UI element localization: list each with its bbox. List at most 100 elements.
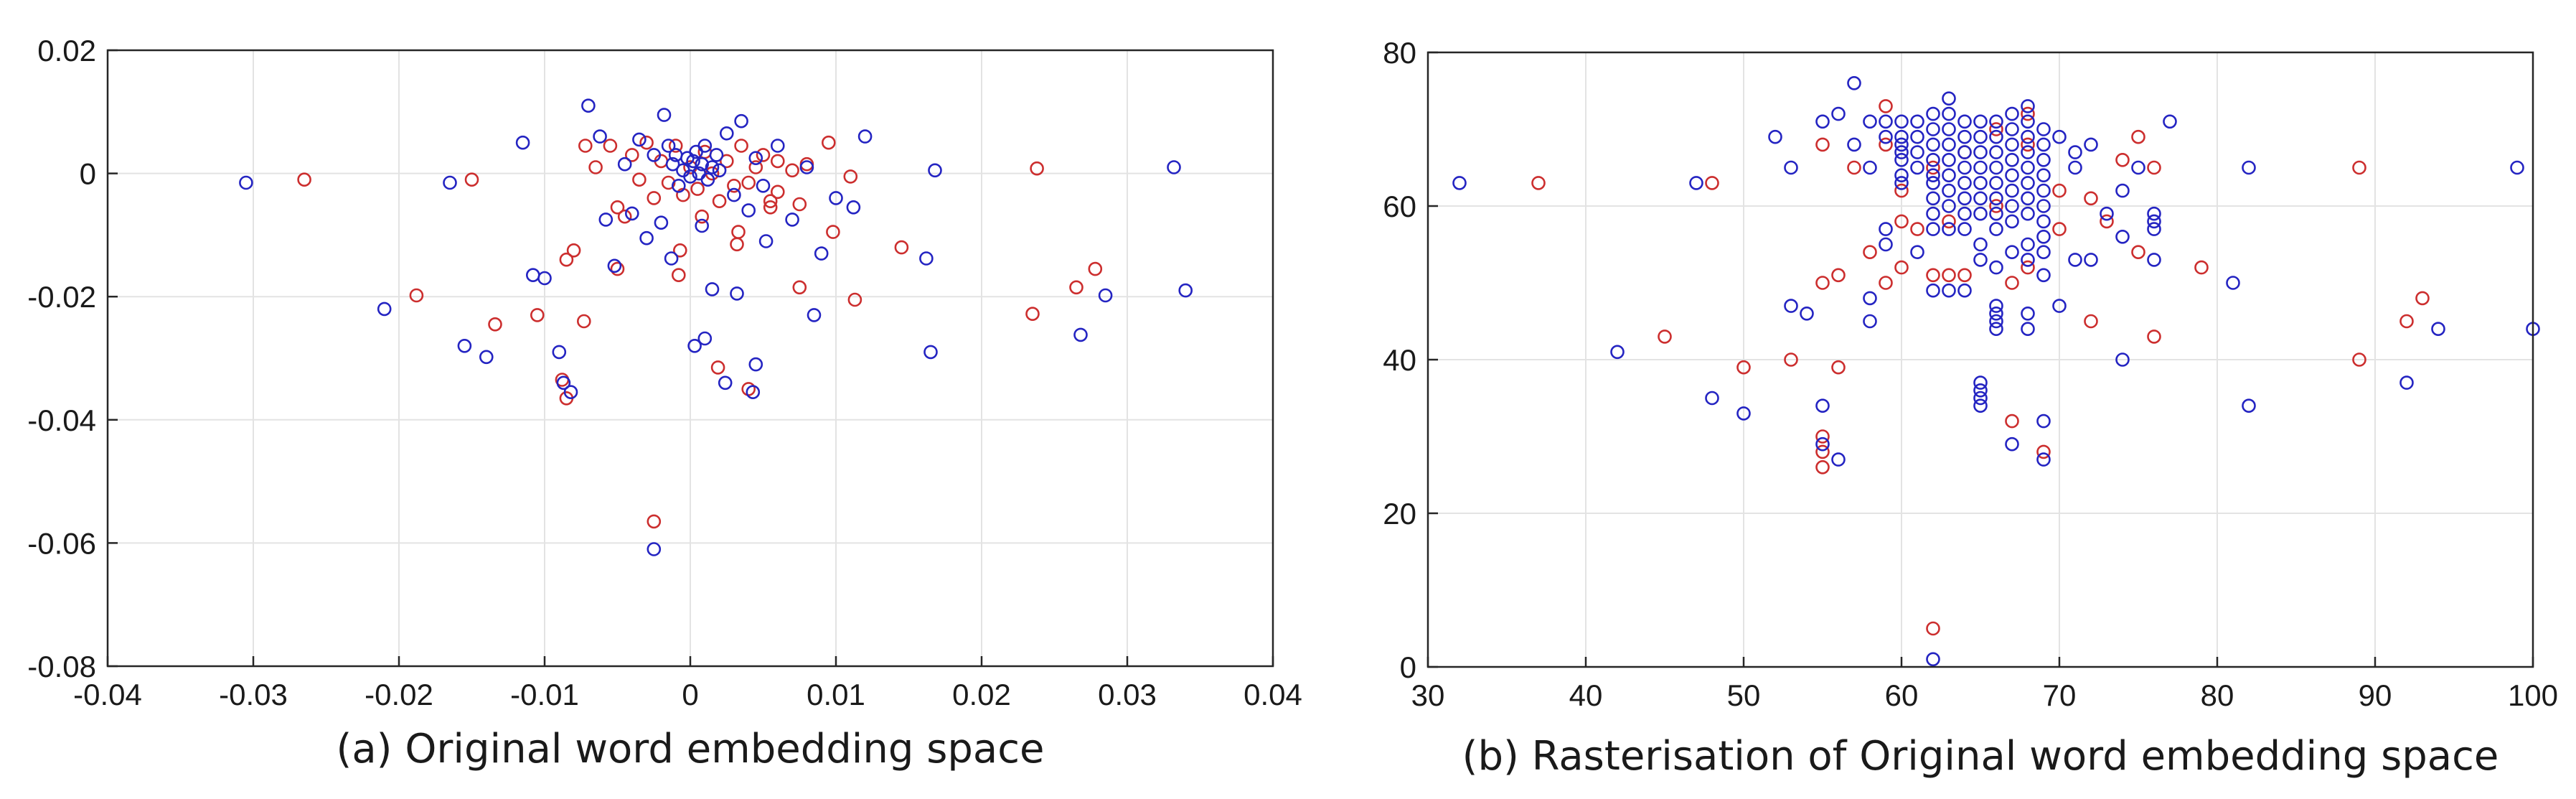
panel-b-point-blue — [2036, 153, 2051, 167]
panel-b-point-blue — [1879, 222, 1893, 236]
panel-b-point-red — [2052, 183, 2067, 198]
panel-b-point-blue — [1957, 222, 1972, 236]
panel-a-point-red — [639, 135, 654, 150]
panel-a-point-red — [617, 209, 632, 224]
panel-b-point-blue — [2226, 276, 2240, 290]
panel-a-point-red — [530, 308, 545, 322]
panel-b-point-blue — [1957, 145, 1972, 159]
panel-a-point-blue — [639, 230, 654, 246]
panel-b-point-red — [1815, 276, 1830, 290]
panel-a-point-blue — [657, 108, 672, 122]
panel-b-point-blue — [2052, 299, 2067, 313]
panel-b-point-blue — [1942, 137, 1956, 152]
panel-b-point-red — [2084, 191, 2098, 206]
panel-a-point-blue — [730, 286, 744, 301]
panel-a-point-red — [734, 139, 748, 153]
panel-a-point-blue — [846, 200, 861, 215]
panel-b-point-blue — [2021, 99, 2035, 113]
panel-a-point-blue — [443, 175, 457, 190]
panel-b-y-tick-label: 0 — [1400, 650, 1416, 684]
panel-b-point-blue — [1784, 160, 1798, 175]
panel-a-point-blue — [687, 338, 702, 353]
panel-b-point-blue — [1452, 176, 1467, 190]
panel-b-point-blue — [1989, 306, 2003, 321]
panel-b-point-blue — [2036, 413, 2051, 429]
panel-b-point-blue — [1926, 122, 1940, 136]
panel-b-point-red — [1815, 137, 1830, 152]
panel-a-point-blue — [741, 203, 756, 218]
panel-a-point-blue — [928, 163, 942, 178]
panel-a-point-red — [647, 191, 662, 205]
panel-b-point-blue — [2115, 183, 2130, 198]
panel-a-point-blue — [697, 139, 713, 153]
panel-b-point-red — [2021, 137, 2035, 152]
panel-b-point-blue — [1957, 176, 1972, 190]
panel-b-point-blue — [1973, 191, 1988, 206]
panel-b-point-blue — [1973, 145, 1988, 159]
panel-a-point-blue — [457, 338, 472, 353]
panel-a-point-blue — [829, 191, 843, 205]
panel-b-point-red — [2021, 106, 2035, 121]
panel-b-point-red — [1989, 122, 2003, 136]
panel-b-point-red — [2194, 260, 2209, 275]
panel-b-point-blue — [1894, 168, 1909, 182]
panel-b-point-red — [2021, 260, 2035, 275]
panel-b-point-blue — [1973, 160, 1988, 175]
panel-b-point-blue — [1894, 137, 1909, 152]
panel-b-point-blue — [2021, 129, 2035, 144]
panel-b-point-blue — [1973, 383, 1988, 398]
panel-a-point-red — [632, 172, 647, 187]
panel-b-point-red — [2005, 276, 2019, 290]
panel-a-point-blue — [734, 113, 748, 129]
panel-b-point-blue — [2036, 122, 2051, 136]
panel-b-x-tick-label: 90 — [2359, 678, 2392, 712]
panel-b-point-blue — [1973, 375, 1988, 390]
panel-a-point-blue — [748, 357, 763, 372]
panel-a-point-blue — [239, 175, 253, 190]
panel-b-point-blue — [1957, 129, 1972, 144]
panel-b-point-blue — [2036, 214, 2051, 229]
panel-b-point-blue — [1926, 176, 1940, 190]
panel-a-point-blue — [624, 206, 639, 221]
panel-b-caption: (b) Rasterisation of Original word embed… — [1462, 733, 2499, 780]
panel-a-x-tick-label: 0.03 — [1098, 678, 1157, 711]
panel-a-point-red — [588, 160, 603, 174]
panel-a-point-red — [668, 139, 683, 153]
panel-b-point-blue — [1942, 106, 1956, 121]
panel-b-point-red — [2352, 352, 2366, 367]
panel-b-point-blue — [2021, 237, 2035, 252]
panel-b-point-blue — [2147, 222, 2161, 236]
panel-a-x-tick-label: -0.01 — [510, 678, 579, 711]
panel-b-point-red — [1863, 245, 1877, 260]
panel-a-point-blue — [919, 251, 934, 266]
panel-a-point-blue — [814, 246, 829, 261]
panel-b-point-blue — [2147, 253, 2161, 267]
panel-a-point-blue — [807, 308, 822, 322]
panel-a-point-blue — [705, 282, 720, 296]
panel-b-point-blue — [1879, 237, 1893, 252]
panel-b-point-blue — [1879, 129, 1893, 144]
panel-b-axes — [1426, 51, 2534, 668]
panel-a-x-tick-label: 0.02 — [952, 678, 1011, 711]
panel-b-point-blue — [1989, 322, 2003, 337]
panel-b-point-red — [1957, 268, 1972, 283]
panel-b-point-blue — [1942, 122, 1956, 136]
panel-b-point-blue — [2084, 137, 2098, 152]
panel-b-x-ticks: 30 40 50 60 70 80 90 100 — [1411, 678, 2558, 712]
panel-b-point-blue — [2084, 253, 2098, 267]
panel-b-point-red — [1894, 260, 1909, 275]
panel-a-x-tick-label: -0.03 — [219, 678, 288, 711]
panel-b-point-blue — [1973, 176, 1988, 190]
panel-a-point-red — [894, 240, 909, 255]
panel-b-point-blue — [1973, 237, 1988, 252]
panel-b-point-blue — [1910, 145, 1924, 159]
panel-b-point-blue — [1926, 191, 1940, 206]
panel-b-point-blue — [1863, 291, 1877, 306]
panel-b-point-blue — [1768, 129, 1782, 144]
panel-a-point-red — [297, 172, 311, 187]
panel-b-point-blue — [2021, 191, 2035, 206]
panel-b-point-blue — [2021, 176, 2035, 190]
panel-a-point-red — [822, 135, 836, 150]
panel-b-point-blue — [2068, 160, 2082, 175]
panel-a-points-red — [297, 135, 1103, 529]
